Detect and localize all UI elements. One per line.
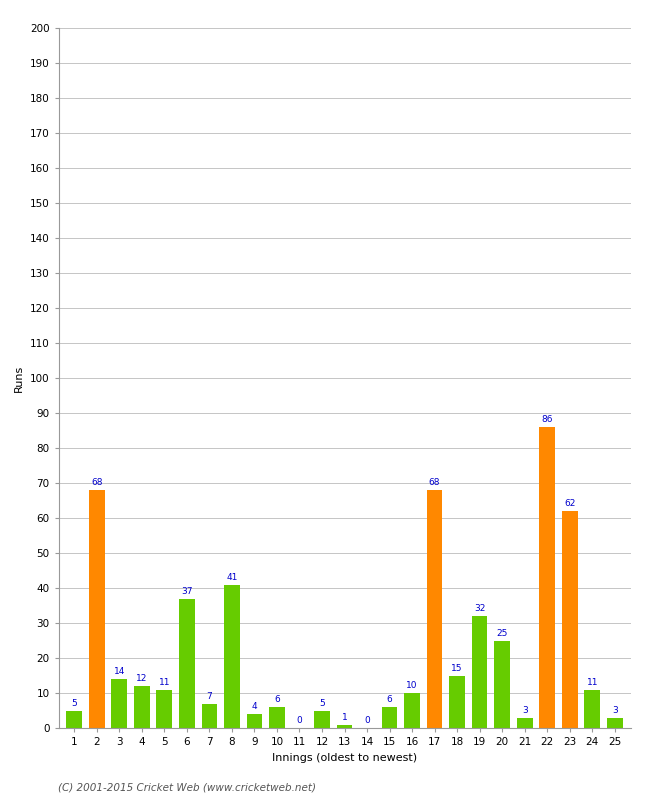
Text: 62: 62: [564, 499, 575, 508]
Bar: [269, 707, 285, 728]
Bar: [404, 693, 420, 728]
Bar: [584, 690, 600, 728]
Text: 10: 10: [406, 681, 418, 690]
Text: 68: 68: [429, 478, 440, 487]
Text: 68: 68: [91, 478, 103, 487]
Text: 3: 3: [612, 706, 618, 714]
Bar: [494, 641, 510, 728]
Bar: [134, 686, 150, 728]
Bar: [449, 675, 465, 728]
Bar: [202, 703, 217, 728]
Bar: [66, 710, 82, 728]
Text: 6: 6: [274, 695, 280, 704]
Bar: [179, 598, 195, 728]
Text: 0: 0: [296, 716, 302, 725]
Text: 0: 0: [364, 716, 370, 725]
Bar: [111, 679, 127, 728]
Text: 5: 5: [72, 698, 77, 708]
Bar: [89, 490, 105, 728]
Text: 41: 41: [226, 573, 238, 582]
Text: 37: 37: [181, 586, 192, 596]
Text: 86: 86: [541, 415, 553, 424]
Text: 3: 3: [522, 706, 528, 714]
Bar: [314, 710, 330, 728]
Text: 15: 15: [451, 664, 463, 673]
Text: 11: 11: [586, 678, 598, 686]
Text: 4: 4: [252, 702, 257, 711]
Text: 14: 14: [114, 667, 125, 676]
Bar: [607, 718, 623, 728]
Bar: [426, 490, 443, 728]
Bar: [337, 725, 352, 728]
Bar: [562, 511, 578, 728]
Text: 11: 11: [159, 678, 170, 686]
Y-axis label: Runs: Runs: [14, 364, 24, 392]
Text: 7: 7: [207, 692, 213, 701]
Bar: [157, 690, 172, 728]
Bar: [246, 714, 263, 728]
Text: 32: 32: [474, 604, 486, 613]
Bar: [540, 427, 555, 728]
Text: 6: 6: [387, 695, 393, 704]
Text: 25: 25: [497, 629, 508, 638]
Text: 12: 12: [136, 674, 148, 683]
Bar: [517, 718, 532, 728]
Bar: [472, 616, 488, 728]
Text: 1: 1: [342, 713, 347, 722]
Text: (C) 2001-2015 Cricket Web (www.cricketweb.net): (C) 2001-2015 Cricket Web (www.cricketwe…: [58, 782, 317, 792]
Bar: [382, 707, 397, 728]
X-axis label: Innings (oldest to newest): Innings (oldest to newest): [272, 753, 417, 762]
Text: 5: 5: [319, 698, 325, 708]
Bar: [224, 585, 240, 728]
